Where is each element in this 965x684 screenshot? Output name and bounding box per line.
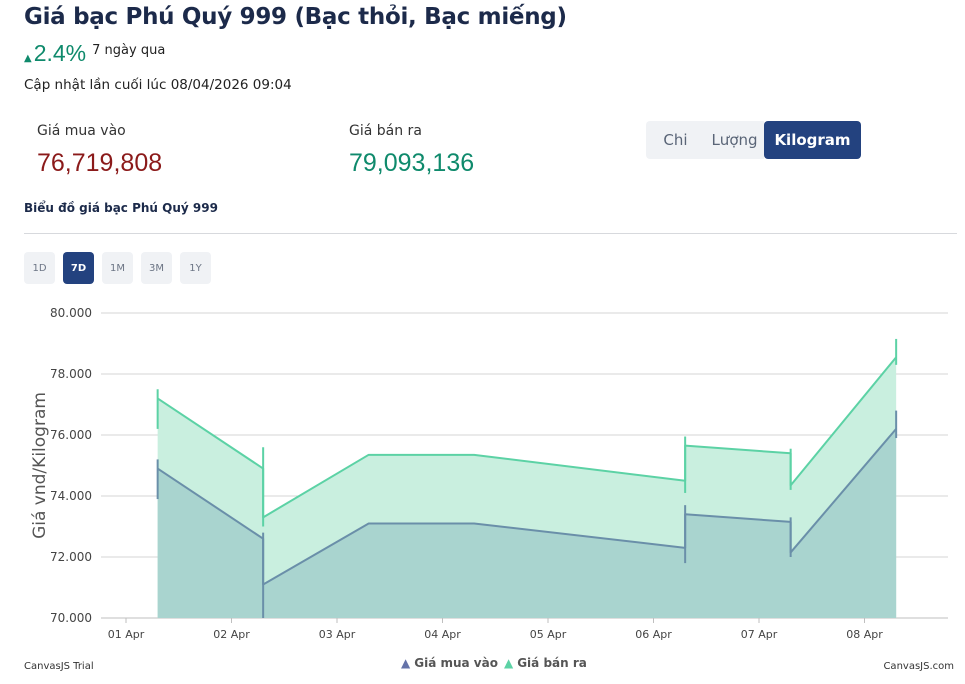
tab-luong[interactable]: Lượng: [705, 121, 764, 159]
change-percent: 2.4%: [33, 40, 87, 66]
page-title: Giá bạc Phú Quý 999 (Bạc thỏi, Bạc miếng…: [24, 4, 567, 30]
canvasjs-credit-link[interactable]: CanvasJS.com: [883, 661, 954, 672]
sell-legend-icon: ▲: [503, 656, 514, 670]
buy-price-value: 76,719,808: [37, 149, 163, 177]
legend-sell-label[interactable]: Giá bán ra: [517, 656, 587, 670]
unit-tabs: Chi Lượng Kilogram: [646, 121, 861, 159]
legend-buy-label[interactable]: Giá mua vào: [414, 656, 498, 670]
sell-price-label: Giá bán ra: [349, 123, 422, 139]
x-tick-label: 05 Apr: [530, 628, 567, 641]
y-tick-label: 80.000: [50, 306, 92, 320]
price-chart[interactable]: 70.000 72.000 74.000 76.000 78.000 80.000 01 A…: [0, 290, 965, 650]
x-tick-label: 07 Apr: [741, 628, 778, 641]
y-tick-label: 70.000: [50, 611, 92, 625]
divider: [24, 233, 957, 234]
y-tick-label: 72.000: [50, 550, 92, 564]
x-tick-label: 03 Apr: [319, 628, 356, 641]
x-tick-label: 02 Apr: [213, 628, 250, 641]
range-1d-button[interactable]: 1D: [24, 252, 55, 284]
range-3m-button[interactable]: 3M: [141, 252, 172, 284]
y-tick-label: 74.000: [50, 489, 92, 503]
buy-legend-icon: ▲: [401, 656, 411, 670]
x-tick-label: 06 Apr: [635, 628, 672, 641]
tab-chi[interactable]: Chi: [646, 121, 705, 159]
range-1m-button[interactable]: 1M: [102, 252, 133, 284]
y-tick-label: 78.000: [50, 367, 92, 381]
tab-kilogram[interactable]: Kilogram: [764, 121, 861, 159]
up-arrow-icon: ▲: [24, 53, 32, 64]
range-7d-button[interactable]: 7D: [63, 252, 94, 284]
price-change: ▲ 2.4% 7 ngày qua: [24, 40, 165, 67]
sell-price-value: 79,093,136: [349, 149, 475, 177]
chart-legend: ▲ Giá mua vào ▲ Giá bán ra: [401, 656, 587, 670]
range-1y-button[interactable]: 1Y: [180, 252, 211, 284]
y-axis-title: Giá vnd/Kilogram: [30, 392, 50, 539]
buy-area: [157, 428, 897, 618]
change-period: 7 ngày qua: [92, 43, 166, 58]
canvasjs-trial-label: CanvasJS Trial: [24, 661, 94, 672]
chart-title: Biểu đồ giá bạc Phú Quý 999: [24, 201, 218, 215]
x-tick-label: 01 Apr: [108, 628, 145, 641]
last-updated: Cập nhật lần cuối lúc 08/04/2026 09:04: [24, 77, 292, 93]
x-tick-label: 04 Apr: [424, 628, 461, 641]
y-tick-label: 76.000: [50, 428, 92, 442]
x-tick-label: 08 Apr: [846, 628, 883, 641]
buy-price-label: Giá mua vào: [37, 123, 126, 139]
